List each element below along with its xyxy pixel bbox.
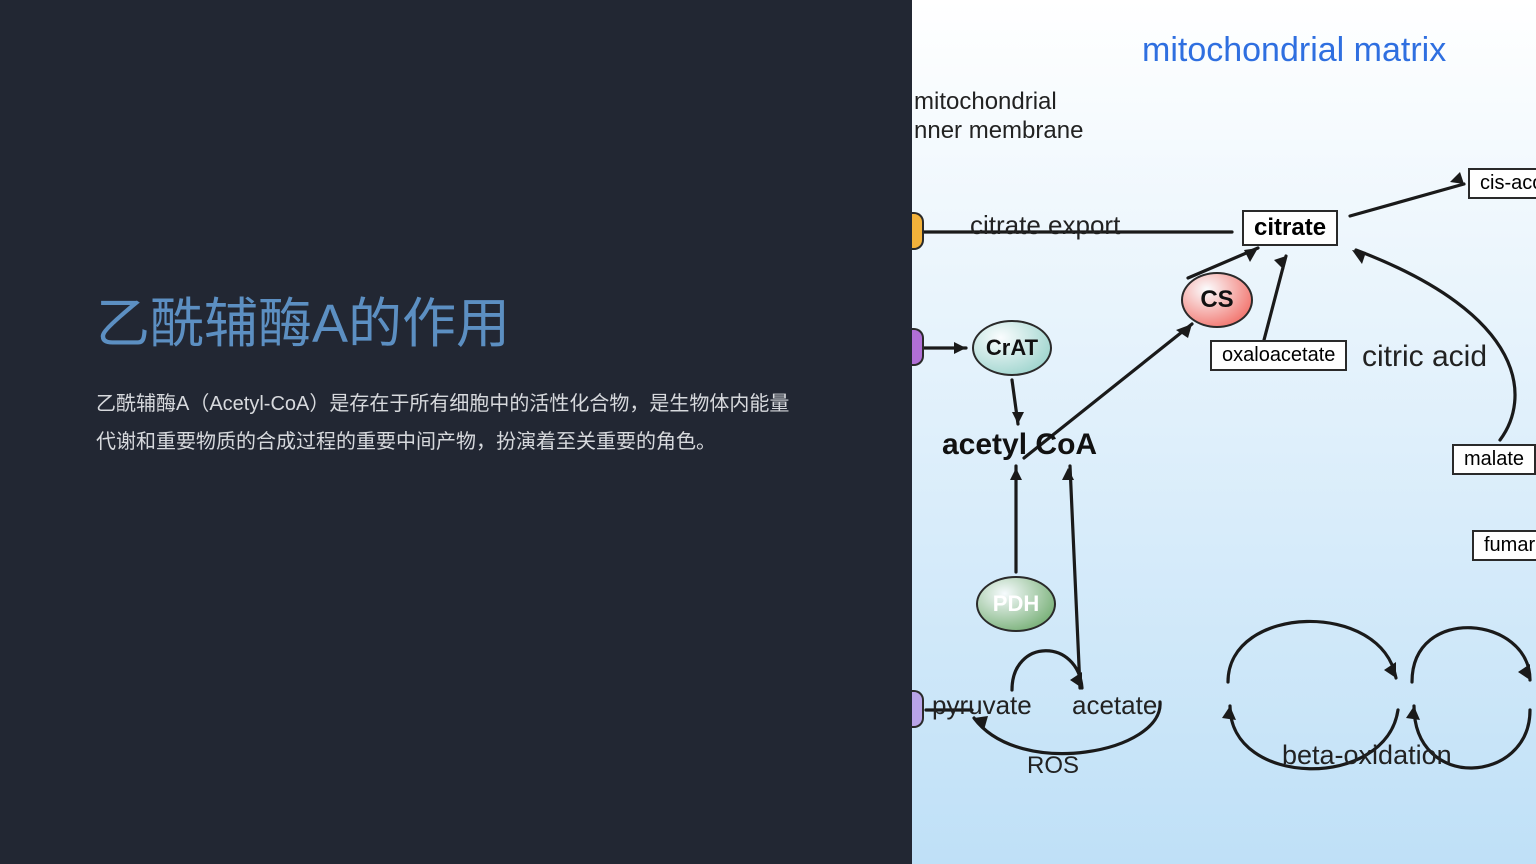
label-citric-acid: citric acid xyxy=(1362,340,1487,374)
label-citrate-export: citrate export xyxy=(970,210,1120,241)
label-ros: ROS xyxy=(1027,752,1079,780)
membrane-port-yellow xyxy=(912,212,924,250)
header-subtitle: mitochondrial nner membrane xyxy=(914,88,1083,146)
enzyme-cs: CS xyxy=(1181,272,1253,328)
label-beta-oxidation: beta-oxidation xyxy=(1282,740,1452,771)
enzyme-crat: CrAT xyxy=(972,320,1052,376)
left-panel: 乙酰辅酶A的作用 乙酰辅酶A（Acetyl-CoA）是存在于所有细胞中的活性化合… xyxy=(0,0,912,864)
right-panel: mitochondrial matrix mitochondrial nner … xyxy=(912,0,1536,864)
slide-root: 乙酰辅酶A的作用 乙酰辅酶A（Acetyl-CoA）是存在于所有细胞中的活性化合… xyxy=(0,0,1536,864)
box-oxaloacetate: oxaloacetate xyxy=(1210,340,1347,371)
membrane-port-lilac xyxy=(912,690,924,728)
label-pyruvate: pyruvate xyxy=(932,690,1032,721)
label-acetate: acetate xyxy=(1072,690,1157,721)
header-title: mitochondrial matrix xyxy=(1142,32,1442,69)
enzyme-pdh: PDH xyxy=(976,576,1056,632)
metabolism-diagram: mitochondrial matrix mitochondrial nner … xyxy=(912,0,1536,864)
box-fumarat: fumarat xyxy=(1472,530,1536,561)
slide-title: 乙酰辅酶A的作用 xyxy=(96,292,912,357)
box-malate: malate xyxy=(1452,444,1536,475)
box-citrate: citrate xyxy=(1242,210,1338,246)
label-acetyl-coa: acetyl CoA xyxy=(942,428,1097,462)
slide-body: 乙酰辅酶A（Acetyl-CoA）是存在于所有细胞中的活性化合物，是生物体内能量… xyxy=(96,385,796,461)
membrane-port-purple xyxy=(912,328,924,366)
box-cis-aconit: cis-aconit xyxy=(1468,168,1536,199)
